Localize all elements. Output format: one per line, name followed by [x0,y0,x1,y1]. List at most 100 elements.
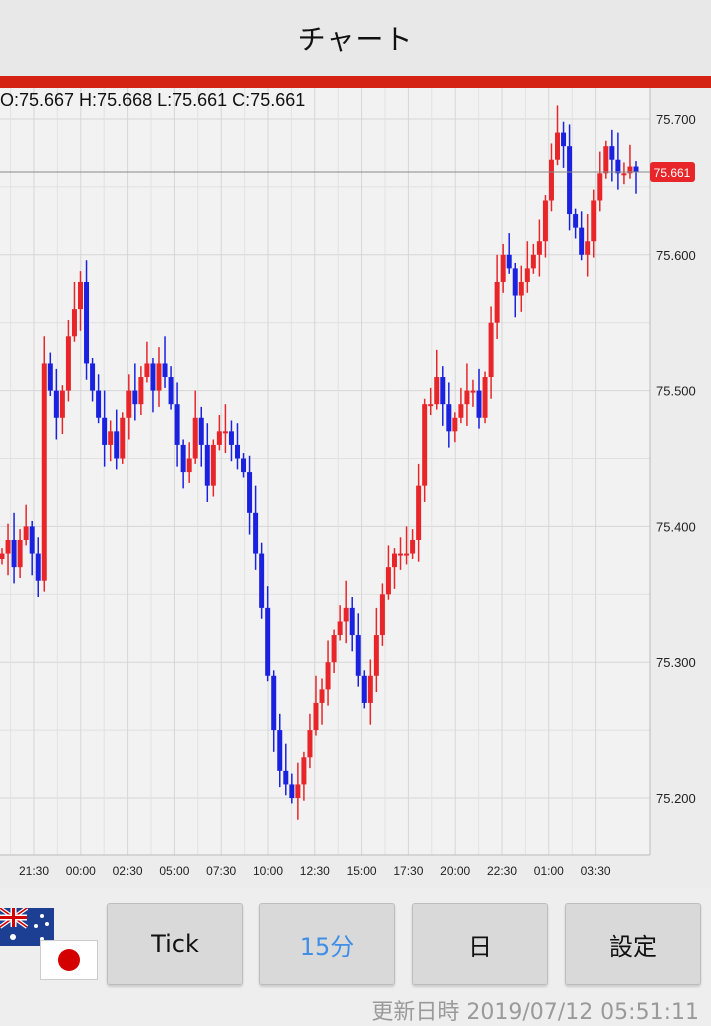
candle-body [204,444,210,486]
candle-body [349,607,355,636]
candle-body [506,254,512,269]
candle-body [228,431,234,445]
x-tick-label: 12:30 [300,864,330,878]
controls: Tick 15分 日 設定 [0,888,711,998]
x-tick-label: 21:30 [19,864,49,878]
candle-body [555,132,561,160]
candle-body [23,526,29,540]
fifteen-minute-button-label: 15分 [299,932,355,961]
candle-body [253,512,259,554]
candle-body [108,431,114,445]
candle-body [518,281,524,296]
candle-body [144,363,150,378]
candle-body [198,417,204,445]
x-tick-label: 03:30 [581,864,611,878]
candle-body [17,539,23,568]
candle-body [536,241,542,255]
last-updated: 更新日時 2019/07/12 05:51:11 [371,1000,699,1025]
candle-body [391,553,397,568]
candle-body [47,363,53,391]
candle-body [579,227,585,255]
candle-body [120,417,126,459]
candle-body [621,173,627,176]
settings-button-label: 設定 [609,932,657,961]
candle-body [361,675,367,703]
current-price-label: 75.661 [654,166,691,180]
x-tick-label: 05:00 [159,864,189,878]
candle-body [337,621,343,636]
candle-body [265,607,271,676]
candle-body [180,444,186,473]
candle-body [90,363,96,391]
candle-body [524,268,530,282]
tick-button[interactable]: Tick [107,903,243,985]
candle-body [132,390,138,405]
candle-body [301,757,307,785]
candle-body [114,431,120,459]
candle-body [428,404,434,407]
candle-body [307,730,313,758]
candle-body [138,377,144,405]
candle-body [59,390,65,418]
x-tick-label: 07:30 [206,864,236,878]
candle-body [168,377,174,405]
candle-body [615,159,621,174]
candle-body [156,363,162,391]
candle-body [379,594,385,636]
candle-body [385,567,391,595]
candle-body [222,431,228,434]
candle-body [35,553,41,581]
candle-body [96,390,102,418]
candle-body [186,458,192,473]
day-button[interactable]: 日 [412,903,548,985]
candle-body [247,472,253,513]
candle-body [440,377,446,405]
candle-body [331,635,337,663]
chart-area[interactable]: 75.700 75.600 75.500 75.400 75.300 75.200 21:3… [0,88,711,888]
candle-body [585,241,591,255]
candlestick-chart[interactable]: 75.700 75.600 75.500 75.400 75.300 75.200 21:3… [0,88,711,888]
candle-body [241,458,247,473]
candle-body [512,268,518,296]
candle-body [259,553,265,608]
y-tick-label: 75.500 [656,384,696,399]
candle-body [174,404,180,445]
candle-body [71,309,77,337]
candle-body [65,336,71,391]
x-tick-label: 20:00 [440,864,470,878]
candle-body [494,281,500,323]
candle-body [452,417,458,432]
y-tick-label: 75.700 [656,112,696,127]
candle-body [11,539,17,568]
settings-button[interactable]: 設定 [565,903,701,985]
candle-body [542,200,548,242]
tick-button-label: Tick [151,930,199,958]
japan-flag-disc [58,949,80,971]
candle-body [313,702,319,731]
candle-body [458,404,464,418]
candle-body [500,254,506,282]
fifteen-minute-button[interactable]: 15分 [259,903,395,985]
candle-body [192,417,198,459]
header: チャート [0,0,711,76]
x-tick-label: 02:30 [113,864,143,878]
candle-body [434,377,440,405]
candle-body [627,166,633,174]
candle-body [410,539,416,554]
candle-body [53,390,59,418]
y-tick-label: 75.200 [656,791,696,806]
candle-body [319,689,325,703]
candle-body [343,607,349,622]
candle-body [162,363,168,378]
candle-body [548,159,554,201]
candle-body [41,363,47,581]
candle-body [573,214,579,228]
candle-body [416,485,422,540]
candle-body [367,675,373,703]
x-tick-label: 01:00 [534,864,564,878]
x-tick-label: 22:30 [487,864,517,878]
candle-body [633,166,639,172]
candle-body [597,173,603,201]
current-price-badge [650,161,695,182]
candle-body [325,662,331,690]
